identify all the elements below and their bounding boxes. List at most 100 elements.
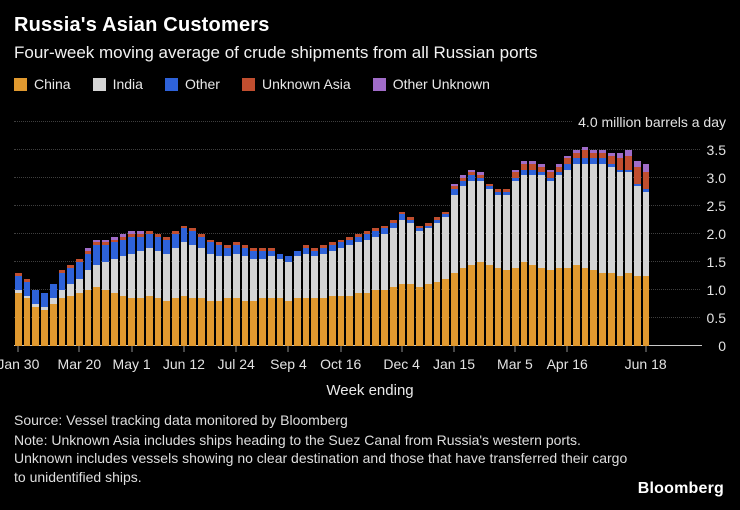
bar-segment-unknown-asia — [607, 155, 615, 165]
x-axis-label: Dec 4 — [383, 356, 420, 372]
bar — [467, 122, 476, 346]
bar — [572, 122, 581, 346]
bar-segment-other — [398, 214, 406, 221]
bar-segment-china — [93, 287, 101, 346]
x-tick-mark — [183, 346, 185, 352]
bar-segment-china — [485, 264, 493, 346]
bar-segment-india — [529, 175, 537, 265]
bar-segment-china — [32, 306, 40, 346]
x-tick-mark — [17, 346, 19, 352]
bar — [624, 122, 633, 346]
x-axis-label: Apr 16 — [546, 356, 588, 372]
bar-segment-unknown-asia — [267, 248, 275, 251]
legend-label: China — [34, 76, 71, 92]
bar — [92, 122, 101, 346]
bar-segment-unknown-asia — [58, 270, 66, 274]
x-tick-mark — [645, 346, 647, 352]
bar-segment-china — [84, 290, 92, 346]
bar-segment-china — [215, 301, 223, 346]
bar-segment-india — [337, 248, 345, 296]
bar-segment-other-unknown — [625, 150, 633, 156]
bar-segment-other — [407, 220, 415, 223]
bar — [424, 122, 433, 346]
bar-segment-other — [145, 234, 153, 249]
y-axis-label: 2.5 — [700, 198, 726, 214]
legend-swatch — [14, 77, 27, 91]
bar-segment-other-unknown — [634, 161, 641, 167]
bar-segment-india — [520, 175, 528, 262]
bar-segment-other — [564, 164, 571, 170]
bar-segment-other — [555, 172, 563, 176]
stacked-bar-chart: Jan 30 Mar 20 May 1 Jun 12 Jul 24 Sep 4 Oct 16… — [0, 104, 726, 376]
bar-segment-china — [128, 298, 136, 346]
bar-segment-india — [625, 172, 633, 274]
bar — [232, 122, 241, 346]
y-axis-unit-label: 4.0 million barrels a day — [572, 114, 726, 130]
legend-swatch — [372, 77, 386, 91]
y-axis-label: 1.5 — [700, 254, 726, 270]
bar-segment-india — [119, 256, 127, 296]
bar-segment-other-unknown — [128, 231, 136, 235]
bar-segment-other-unknown — [93, 239, 101, 243]
chart-subtitle: Four-week moving average of crude shipme… — [14, 43, 538, 62]
bar-segment-india — [49, 298, 57, 304]
bar-segment-china — [302, 298, 310, 346]
bar-segment-other — [224, 248, 231, 257]
bar-segment-unknown-asia — [163, 236, 170, 240]
bar-segment-china — [555, 267, 563, 346]
bar-segment-china — [468, 264, 476, 346]
bar-segment-india — [590, 164, 598, 271]
bar-segment-unknown-asia — [503, 189, 510, 193]
x-axis-label: Jan 30 — [0, 356, 40, 372]
bar-segment-other-unknown — [119, 234, 127, 237]
bar-segment-india — [424, 228, 432, 285]
bar-segment-other — [49, 284, 57, 299]
bar — [241, 122, 250, 346]
bar-segment-china — [407, 284, 415, 346]
bar-segment-other — [468, 175, 476, 181]
bar — [476, 122, 485, 346]
y-axis-label: 2.0 — [700, 226, 726, 242]
bloomberg-logo: Bloomberg — [637, 480, 724, 497]
bar — [546, 122, 555, 346]
bar-segment-india — [128, 253, 136, 299]
bar-segment-other — [424, 225, 432, 229]
bar-segment-india — [607, 166, 615, 274]
legend-item-china: China — [14, 76, 71, 92]
bar-segment-india — [468, 180, 476, 265]
bar — [276, 122, 285, 346]
bar — [31, 122, 40, 346]
bar-segment-other — [250, 250, 258, 260]
bar — [528, 122, 537, 346]
bar — [616, 122, 625, 346]
bar-segment-other-unknown — [607, 152, 615, 156]
bar — [180, 122, 189, 346]
bar-segment-unknown-asia — [372, 228, 380, 232]
bar — [398, 122, 407, 346]
bar-segment-india — [67, 284, 75, 296]
bar-segment-other-unknown — [529, 161, 537, 165]
bar-segment-other — [154, 236, 162, 251]
bar-segment-india — [171, 248, 179, 299]
bar-segment-unknown-asia — [389, 220, 397, 223]
bar-segment-china — [41, 309, 48, 346]
bar-segment-china — [337, 295, 345, 346]
bar-segment-india — [110, 259, 118, 293]
bar-segment-other — [328, 245, 336, 251]
bar-segment-india — [224, 256, 231, 299]
bar-segment-china — [110, 292, 118, 346]
bar-segment-china — [250, 301, 258, 346]
bar-segment-unknown-asia — [398, 211, 406, 215]
bar-segment-china — [442, 278, 449, 346]
bar — [258, 122, 267, 346]
bar-segment-china — [49, 304, 57, 346]
bar-segment-india — [84, 270, 92, 290]
bar-segment-unknown-asia — [625, 155, 633, 170]
bar-segment-other — [581, 158, 589, 165]
bar — [415, 122, 424, 346]
bar-segment-china — [76, 292, 83, 346]
bar — [75, 122, 84, 346]
bar-segment-india — [163, 253, 170, 302]
gridline — [14, 121, 702, 122]
bar-segment-india — [285, 262, 292, 302]
